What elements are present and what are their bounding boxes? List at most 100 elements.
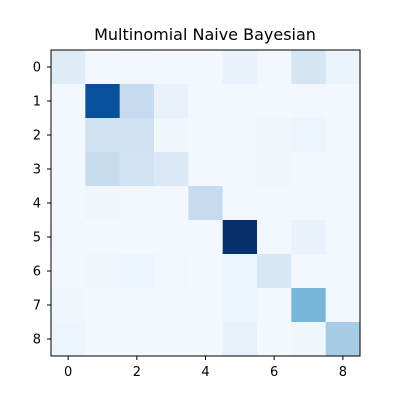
heatmap-cell-r7-c8 — [325, 288, 361, 323]
heatmap-cell-r5-c3 — [154, 220, 189, 255]
y-tick-label: 0 — [33, 61, 41, 76]
heatmap-cell-r4-c2 — [119, 186, 155, 221]
heatmap-cell-r4-c4 — [188, 186, 224, 221]
heatmap-cell-r5-c0 — [51, 220, 86, 255]
heatmap-cell-r0-c4 — [188, 50, 224, 85]
x-tick-label: 2 — [133, 365, 141, 380]
heatmap-cell-r1-c6 — [257, 84, 292, 119]
heatmap-cell-r1-c4 — [188, 84, 224, 119]
heatmap-cell-r8-c8 — [325, 322, 361, 357]
heatmap-cell-r3-c4 — [188, 152, 224, 187]
heatmap-cell-r8-c5 — [222, 322, 258, 357]
heatmap-cell-r7-c0 — [51, 288, 86, 323]
heatmap-cell-r1-c2 — [119, 84, 155, 119]
heatmap-cell-r3-c1 — [85, 152, 121, 187]
heatmap-cell-r8-c2 — [119, 322, 155, 357]
heatmap-cell-r0-c6 — [257, 50, 292, 85]
y-axis: 0 1 2 3 4 5 6 7 8 — [33, 61, 51, 348]
heatmap-cell-r2-c2 — [119, 118, 155, 153]
heatmap-cell-r4-c7 — [291, 186, 327, 221]
heatmap-cell-r6-c1 — [85, 254, 121, 289]
heatmap-cell-r5-c8 — [325, 220, 361, 255]
heatmap-cell-r6-c6 — [257, 254, 292, 289]
y-tick-label: 4 — [33, 197, 41, 212]
heatmap-cell-r1-c8 — [325, 84, 361, 119]
heatmap-cell-r3-c8 — [325, 152, 361, 187]
x-axis: 0 2 4 6 8 — [64, 356, 347, 380]
x-tick-label: 6 — [270, 365, 278, 380]
x-tick-label: 4 — [201, 365, 209, 380]
x-tick-label: 8 — [339, 365, 347, 380]
heatmap-cell-r1-c5 — [222, 84, 258, 119]
heatmap-cell-r5-c4 — [188, 220, 224, 255]
heatmap-cell-r4-c6 — [257, 186, 292, 221]
y-tick-label: 1 — [33, 95, 41, 110]
heatmap-cell-r4-c8 — [325, 186, 361, 221]
chart-title: Multinomial Naive Bayesian — [94, 25, 316, 44]
heatmap-cell-r2-c3 — [154, 118, 189, 153]
heatmap-cell-r6-c0 — [51, 254, 86, 289]
heatmap-cell-r3-c6 — [257, 152, 292, 187]
heatmap-cell-r0-c2 — [119, 50, 155, 85]
heatmap-cell-r2-c6 — [257, 118, 292, 153]
heatmap-cell-r5-c6 — [257, 220, 292, 255]
heatmap-cell-r1-c7 — [291, 84, 327, 119]
y-tick-label: 6 — [33, 265, 41, 280]
heatmap-cell-r5-c2 — [119, 220, 155, 255]
heatmap-cell-r1-c3 — [154, 84, 189, 119]
heatmap-cell-r7-c4 — [188, 288, 224, 323]
heatmap-cell-r5-c7 — [291, 220, 327, 255]
y-tick-label: 5 — [33, 231, 41, 246]
heatmap-cell-r0-c0 — [51, 50, 86, 85]
heatmap-cell-r2-c5 — [222, 118, 258, 153]
heatmap-cell-r7-c3 — [154, 288, 189, 323]
heatmap-cell-r3-c5 — [222, 152, 258, 187]
y-tick-label: 2 — [33, 129, 41, 144]
heatmap-cell-r6-c3 — [154, 254, 189, 289]
heatmap-cell-r2-c8 — [325, 118, 361, 153]
y-tick-label: 7 — [33, 299, 41, 314]
heatmap-cell-r6-c2 — [119, 254, 155, 289]
y-tick-label: 3 — [33, 163, 41, 178]
heatmap-cell-r7-c6 — [257, 288, 292, 323]
heatmap-cell-r2-c1 — [85, 118, 121, 153]
heatmap-cell-r0-c8 — [325, 50, 361, 85]
heatmap-cell-r0-c7 — [291, 50, 327, 85]
heatmap-cell-r0-c3 — [154, 50, 189, 85]
heatmap-cell-r3-c3 — [154, 152, 189, 187]
heatmap-cell-r6-c8 — [325, 254, 361, 289]
heatmap-cell-r2-c7 — [291, 118, 327, 153]
x-tick-label: 0 — [64, 365, 72, 380]
heatmap-cell-r2-c4 — [188, 118, 224, 153]
heatmap-cell-r6-c7 — [291, 254, 327, 289]
heatmap-cell-r0-c1 — [85, 50, 121, 85]
heatmap-cell-r8-c0 — [51, 322, 86, 357]
y-tick-label: 8 — [33, 333, 41, 348]
heatmap-cell-r1-c0 — [51, 84, 86, 119]
heatmap-cell-r7-c5 — [222, 288, 258, 323]
heatmap-cell-r8-c4 — [188, 322, 224, 357]
heatmap-cells — [51, 50, 361, 357]
heatmap-cell-r0-c5 — [222, 50, 258, 85]
heatmap-cell-r3-c7 — [291, 152, 327, 187]
heatmap-cell-r6-c5 — [222, 254, 258, 289]
heatmap-cell-r7-c1 — [85, 288, 121, 323]
heatmap-cell-r3-c2 — [119, 152, 155, 187]
heatmap-cell-r6-c4 — [188, 254, 224, 289]
heatmap-cell-r5-c5 — [222, 220, 258, 255]
heatmap-cell-r7-c2 — [119, 288, 155, 323]
heatmap-cell-r1-c1 — [85, 84, 121, 119]
heatmap-cell-r8-c3 — [154, 322, 189, 357]
heatmap-cell-r2-c0 — [51, 118, 86, 153]
heatmap-cell-r8-c6 — [257, 322, 292, 357]
heatmap-cell-r7-c7 — [291, 288, 327, 323]
heatmap-cell-r8-c1 — [85, 322, 121, 357]
heatmap-cell-r4-c0 — [51, 186, 86, 221]
heatmap-cell-r4-c5 — [222, 186, 258, 221]
heatmap-cell-r5-c1 — [85, 220, 121, 255]
heatmap-cell-r4-c3 — [154, 186, 189, 221]
heatmap-cell-r3-c0 — [51, 152, 86, 187]
heatmap-cell-r8-c7 — [291, 322, 327, 357]
